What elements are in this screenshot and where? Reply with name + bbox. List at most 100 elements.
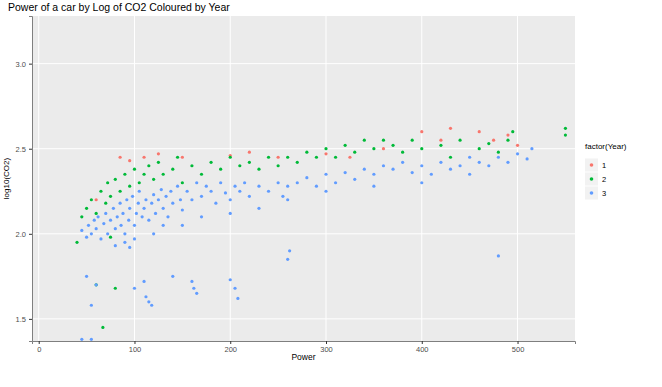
series [75,127,567,329]
grid-line [230,16,231,341]
grid-line [326,16,327,341]
point [281,195,284,198]
point [131,195,134,198]
legend-entry: 3 [585,187,606,200]
point [506,134,509,137]
point [109,219,112,222]
grid-line [32,148,575,149]
legend-label: 2 [602,175,606,184]
point [127,219,130,222]
legend-entry: 1 [585,159,606,172]
point [214,202,217,205]
legend-label: 3 [602,189,606,198]
axis-line [29,17,33,342]
point [497,156,500,159]
point [401,161,404,164]
point [391,144,394,147]
point [439,139,442,142]
tick: 3.0 [16,60,32,69]
point [157,198,160,201]
point [128,246,131,249]
tick-mark [518,341,519,344]
legend-symbol [590,191,594,195]
y-axis: 1.52.02.53.0 [16,17,33,342]
point [324,190,327,193]
panel-background [32,16,575,341]
point [85,236,88,239]
point [128,207,131,210]
point [344,171,347,174]
points [75,127,567,341]
point [142,280,145,283]
tick: 1.5 [16,315,32,324]
point [95,227,98,230]
point [160,188,163,191]
point [152,232,155,235]
grid-line [421,16,422,341]
legend-key [585,173,598,186]
point [171,202,174,205]
point [133,237,136,240]
point [114,244,117,247]
point [119,156,122,159]
point [411,139,414,142]
point [181,156,184,159]
point [497,151,500,154]
point [101,326,104,329]
point [487,142,490,145]
point [85,207,88,210]
point [209,190,212,193]
tick-label: 400 [416,345,429,354]
point [162,173,165,176]
point [353,151,356,154]
point [90,198,93,201]
point [162,207,165,210]
legend-symbol [590,163,594,167]
point [564,127,567,130]
point [142,207,145,210]
point [200,215,203,218]
point [315,185,318,188]
point [411,171,414,174]
point [478,161,481,164]
legend-entry: 2 [585,173,606,186]
point [286,258,289,261]
point [382,147,385,150]
point [468,156,471,159]
point [190,280,193,283]
point [181,208,184,211]
point [171,275,174,278]
point [195,181,198,184]
point [112,207,115,210]
point [449,156,452,159]
point [257,185,260,188]
point [229,278,232,281]
tick-mark [134,341,135,344]
point [286,185,289,188]
axis-line [33,342,576,345]
grid-line [38,16,39,341]
point [420,147,423,150]
point [288,249,291,252]
tick-mark [326,341,327,344]
tick-label: 300 [320,345,333,354]
point [420,164,423,167]
point [468,173,471,176]
point [296,181,299,184]
point [144,295,147,298]
point [99,190,102,193]
point [439,161,442,164]
point [190,198,193,201]
point [267,156,270,159]
point [516,144,519,147]
tick-mark [29,319,32,320]
point [142,156,145,159]
tick-mark [230,341,231,344]
point [305,151,308,154]
tick-mark [29,234,32,235]
legend-key [585,187,598,200]
point [133,168,136,171]
point [176,185,179,188]
point [114,287,117,290]
point [430,173,433,176]
